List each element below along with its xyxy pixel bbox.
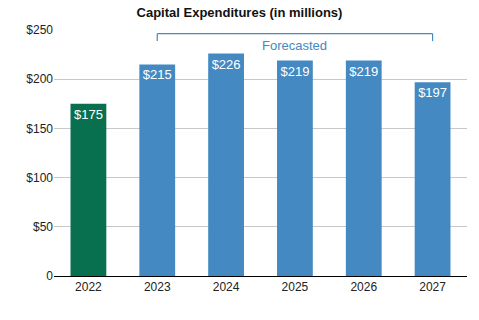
svg-text:2022: 2022: [75, 280, 102, 294]
svg-text:2024: 2024: [213, 280, 240, 294]
svg-text:2026: 2026: [350, 280, 377, 294]
svg-text:$150: $150: [26, 122, 53, 136]
svg-text:$197: $197: [418, 85, 447, 100]
svg-text:$219: $219: [280, 64, 309, 79]
svg-text:$200: $200: [26, 72, 53, 86]
svg-text:$50: $50: [33, 220, 53, 234]
svg-text:2025: 2025: [282, 280, 309, 294]
svg-text:0: 0: [46, 269, 53, 283]
svg-text:Capital Expenditures (in milli: Capital Expenditures (in millions): [137, 5, 343, 20]
svg-text:$215: $215: [143, 67, 172, 82]
svg-text:$100: $100: [26, 171, 53, 185]
svg-text:2023: 2023: [144, 280, 171, 294]
svg-text:$250: $250: [26, 23, 53, 37]
svg-text:2027: 2027: [419, 280, 446, 294]
svg-text:$219: $219: [349, 64, 378, 79]
svg-text:$226: $226: [212, 57, 241, 72]
svg-text:Forecasted: Forecasted: [262, 38, 327, 53]
svg-text:$175: $175: [74, 107, 103, 122]
